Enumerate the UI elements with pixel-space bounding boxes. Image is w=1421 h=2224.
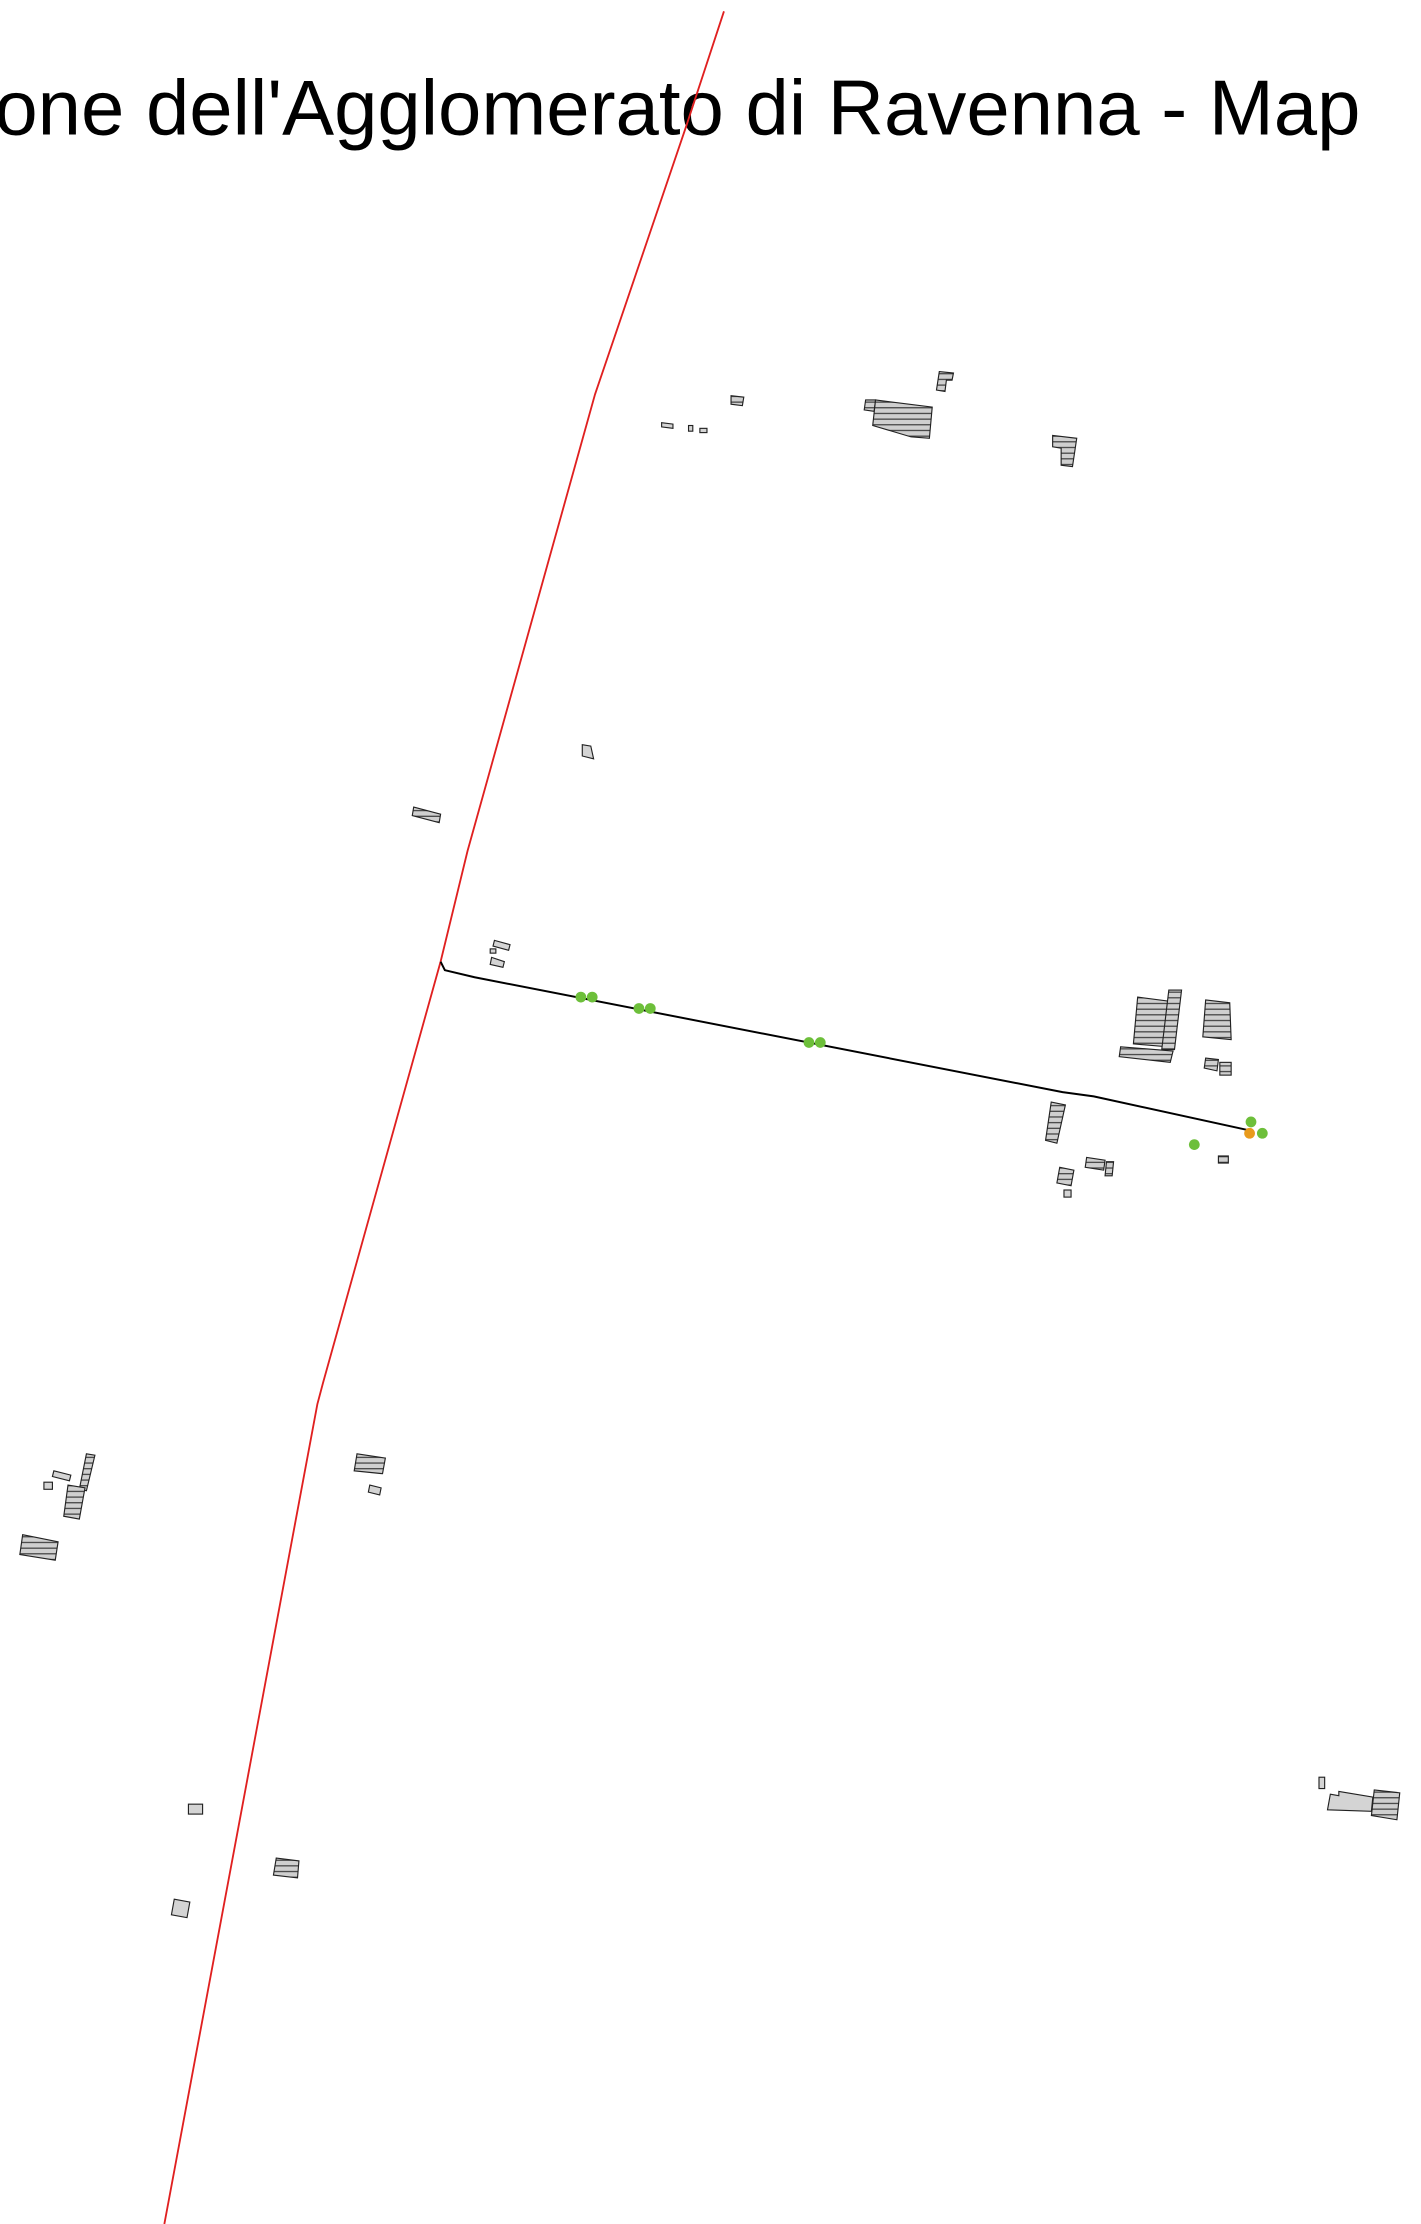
buildings [19,370,1401,1919]
pipeline [439,961,1250,1132]
map-title: one dell'Agglomerato di Ravenna - Map [0,64,1360,152]
boundary-line [163,11,725,2224]
points [575,991,1268,1151]
